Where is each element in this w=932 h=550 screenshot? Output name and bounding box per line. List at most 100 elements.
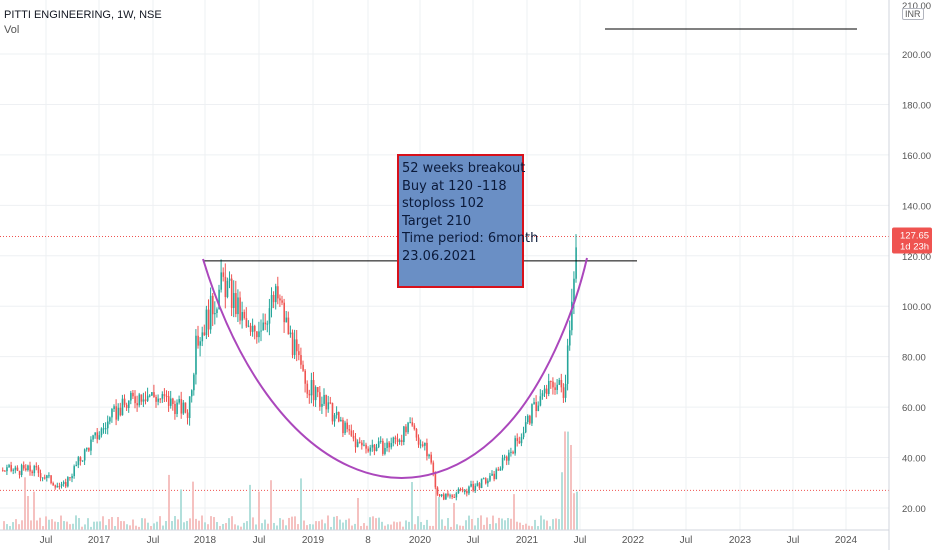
volume-bar [159, 516, 161, 530]
candle-body [174, 403, 176, 415]
volume-bar [507, 517, 509, 530]
candle-body [258, 331, 260, 338]
x-tick-label: Jul [787, 535, 800, 546]
volume-bar [492, 515, 494, 530]
candle-body [161, 394, 164, 399]
candle-body [459, 488, 462, 490]
volume-bar [237, 525, 239, 530]
volume-bar [540, 515, 542, 530]
candle-body [522, 432, 525, 438]
volume-bar [60, 515, 62, 530]
candle-body [527, 415, 529, 423]
candle-body [195, 335, 197, 375]
volume-bar [570, 444, 572, 530]
candle-body [98, 435, 101, 440]
candle-body [41, 477, 44, 479]
volume-bar [138, 526, 140, 530]
candle-body [401, 440, 403, 443]
candle-body [377, 441, 380, 448]
candle-body [218, 289, 220, 310]
volume-bar [198, 520, 200, 530]
volume-bar [261, 523, 263, 530]
candle-body [254, 325, 256, 332]
volume-bar [447, 518, 449, 530]
volume-bar [132, 519, 134, 530]
candle-body [440, 494, 443, 497]
candle-body [35, 465, 38, 468]
y-tick-label: 60.00 [902, 403, 926, 414]
volume-label: Vol [4, 24, 20, 36]
candle-body [128, 400, 130, 409]
candle-body [212, 295, 214, 315]
candle-body [566, 345, 569, 384]
volume-bar [195, 518, 197, 530]
candle-body [398, 440, 401, 442]
volume-bar [417, 516, 419, 530]
candle-body [216, 309, 218, 313]
currency-badge[interactable]: INR [902, 8, 924, 20]
volume-bar [534, 519, 536, 530]
volume-bar [342, 522, 344, 530]
candle-body [12, 469, 15, 471]
trade-note[interactable]: 52 weeks breakout Buy at 120 -118 stoplo… [397, 154, 538, 288]
y-tick-label: 160.00 [902, 151, 931, 162]
candle-body [107, 421, 109, 429]
candle-body [241, 312, 243, 321]
candle-body [159, 398, 162, 400]
candle-body [100, 428, 103, 436]
candle-body [470, 483, 472, 487]
candle-body [2, 470, 4, 472]
candle-body [58, 485, 61, 487]
candle-body [482, 478, 485, 480]
volume-bar [363, 523, 365, 530]
candle-body [132, 392, 134, 397]
candle-body [575, 247, 577, 279]
volume-bar [558, 519, 560, 530]
candle-body [79, 457, 82, 462]
x-tick-label: Jul [467, 535, 480, 546]
volume-bar [336, 516, 338, 530]
volume-bar [486, 517, 488, 530]
candle-body [516, 438, 519, 442]
volume-bar [63, 521, 65, 530]
volume-bar [141, 518, 143, 530]
candle-body [478, 483, 481, 488]
candle-body [499, 468, 502, 471]
candle-body [130, 392, 132, 401]
volume-bar [87, 518, 89, 530]
volume-bar [522, 525, 524, 530]
candle-body [424, 442, 426, 446]
volume-bar [546, 520, 548, 530]
volume-bar [501, 518, 503, 530]
volume-bar [471, 519, 473, 530]
volume-bar [333, 516, 335, 530]
candle-body [430, 454, 432, 463]
candle-body [321, 403, 323, 407]
candle-body [426, 442, 428, 457]
candle-body [382, 440, 384, 454]
candle-body [392, 437, 395, 444]
candle-body [296, 339, 298, 352]
y-tick-label: 100.00 [902, 302, 931, 313]
volume-bar [111, 517, 113, 530]
candle-body [56, 485, 59, 488]
note-line: stoploss 102 [402, 196, 485, 211]
note-line: Buy at 120 -118 [402, 178, 507, 194]
volume-bar [96, 521, 98, 530]
candle-body [405, 426, 407, 433]
candle-body [191, 390, 193, 397]
candle-body [518, 441, 521, 444]
candle-body [279, 298, 281, 301]
note-line: Target 210 [402, 213, 472, 229]
candle-body [73, 466, 75, 477]
volume-bar [306, 525, 308, 530]
volume-bar [360, 526, 362, 530]
volume-bar [48, 519, 50, 530]
volume-bar [177, 519, 179, 530]
candle-body [104, 428, 107, 430]
volume-bar [495, 523, 497, 530]
candle-body [149, 395, 151, 397]
chart-title: PITTI ENGINEERING, 1W, NSE [4, 9, 162, 21]
candle-body [569, 330, 571, 346]
